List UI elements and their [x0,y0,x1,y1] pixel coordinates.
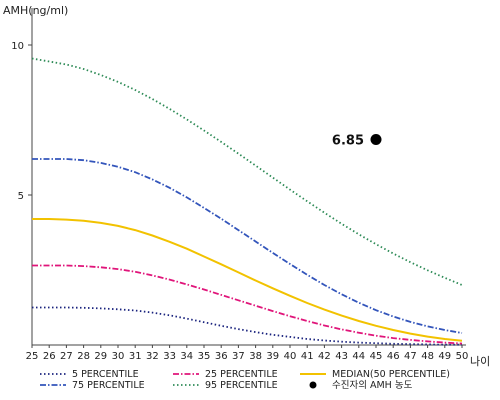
x-tick-label: 31 [129,351,142,362]
patient-amh-value-label: 6.85 [332,134,364,149]
legend-label: 75 PERCENTILE [72,380,145,391]
x-tick-label: 42 [318,351,331,362]
legend-point-marker [309,381,317,389]
x-tick-label: 38 [249,351,262,362]
legend-label: 25 PERCENTILE [205,369,278,380]
series-line [32,306,462,346]
x-tick-label: 25 [26,351,39,362]
x-tick-label: 33 [163,351,176,362]
x-ticks: 25 26 27 28 29 30 31 32 33 34 35 36 37 38 39 40 41 42 43 44… [26,345,469,362]
series-line [32,218,463,342]
y-ticks: 5 10 [11,41,32,202]
x-tick-label: 36 [215,351,228,362]
x-tick-label: 32 [146,351,159,362]
x-tick-label: 48 [421,351,434,362]
x-tick-label: 43 [335,351,348,362]
patient-amh-point [370,134,382,145]
x-tick-label: 27 [60,351,73,362]
y-axis-label: AMH(ng/ml) [3,4,68,17]
x-tick-label: 46 [387,351,400,362]
legend-label: 수진자의 AMH 농도 [332,380,413,391]
x-tick-label: 47 [404,351,417,362]
x-axis-label: 나이 [470,355,490,368]
legend-label: MEDIAN(50 PERCENTILE) [332,369,450,380]
y-tick-label: 10 [11,41,24,52]
x-tick-label: 49 [438,351,451,362]
legend: 5 PERCENTILE 25 PERCENTILE MEDIAN(50 PERCE… [40,369,450,391]
x-tick-label: 26 [43,351,56,362]
series-line [32,158,463,334]
y-tick-label: 5 [18,191,24,202]
x-tick-label: 29 [94,351,107,362]
legend-label: 5 PERCENTILE [72,369,139,380]
x-tick-label: 35 [198,351,211,362]
x-tick-label: 37 [232,351,245,362]
x-tick-label: 28 [77,351,90,362]
x-tick-label: 45 [370,351,383,362]
x-tick-label: 50 [456,351,469,362]
legend-label: 95 PERCENTILE [205,380,278,391]
x-tick-label: 30 [112,351,125,362]
series-line [32,264,463,345]
patient-point-group: 6.85 [332,134,382,149]
x-tick-label: 44 [352,351,365,362]
x-tick-label: 34 [180,351,193,362]
x-tick-label: 39 [266,351,279,362]
series-line [31,57,463,286]
x-tick-label: 40 [284,351,297,362]
percentile-series [31,57,463,346]
x-tick-label: 41 [301,351,314,362]
